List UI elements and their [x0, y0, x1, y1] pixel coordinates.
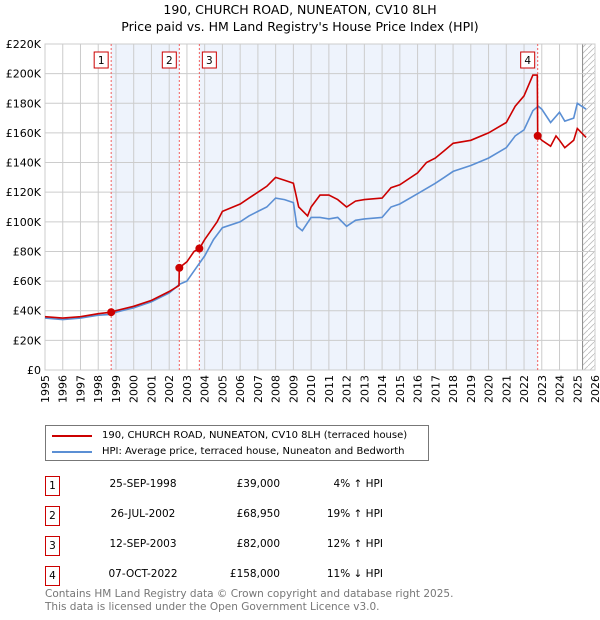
sale-point: [195, 244, 204, 253]
x-tick-label: 1995: [39, 375, 52, 403]
transaction-price: £158,000: [229, 568, 280, 580]
transaction-date: 26-JUL-2002: [110, 508, 176, 520]
legend: 190, CHURCH ROAD, NUNEATON, CV10 8LH (te…: [45, 425, 429, 461]
transaction-hpi-diff: 12% ↑ HPI: [326, 538, 383, 550]
x-tick-label: 2011: [323, 375, 336, 403]
x-tick-label: 2003: [181, 375, 194, 403]
x-tick-label: 2020: [483, 375, 496, 403]
transaction-price: £39,000: [236, 478, 280, 490]
transaction-price: £68,950: [236, 508, 280, 520]
y-tick-label: £40K: [13, 305, 42, 318]
sale-point: [175, 263, 184, 272]
sale-label-box: [161, 51, 177, 69]
y-tick-label: £180K: [6, 97, 42, 110]
transaction-number-badge: 2: [45, 506, 60, 526]
sale-label-badge: 1: [93, 51, 109, 69]
y-tick-label: £100K: [6, 216, 42, 229]
x-tick-label: 1999: [110, 375, 123, 403]
legend-label-hpi: HPI: Average price, terraced house, Nune…: [102, 446, 405, 457]
sale-label-badge: 4: [520, 51, 536, 69]
x-tick-label: 2016: [412, 375, 425, 403]
chart-title: 190, CHURCH ROAD, NUNEATON, CV10 8LH: [163, 2, 437, 17]
forecast-hatch: [582, 44, 595, 370]
y-tick-label: £80K: [13, 245, 42, 258]
x-tick-label: 2024: [554, 375, 567, 403]
transaction-hpi-diff: 11% ↓ HPI: [326, 568, 383, 580]
x-tick-label: 2001: [145, 375, 158, 403]
property-price-line: [44, 74, 587, 319]
transaction-hpi-diff: 4% ↑ HPI: [333, 478, 383, 490]
x-tick-label: 2018: [447, 375, 460, 403]
transaction-row: 2 26-JUL-2002 £68,950 19% ↑ HPI: [45, 506, 445, 526]
y-tick-label: £0: [27, 364, 41, 377]
sale-point: [533, 131, 542, 140]
shade-region: [199, 44, 538, 370]
x-tick-label: 2002: [163, 375, 176, 403]
x-tick-label: 2021: [500, 375, 513, 403]
sale-label-text: 1: [98, 55, 105, 67]
transaction-date: 25-SEP-1998: [109, 478, 177, 490]
x-tick-label: 2017: [429, 375, 442, 403]
legend-label-property: 190, CHURCH ROAD, NUNEATON, CV10 8LH (te…: [102, 430, 408, 441]
sale-label-box: [520, 51, 536, 69]
x-tick-label: 2015: [394, 375, 407, 403]
sale-label-box: [201, 51, 217, 69]
sale-point: [107, 308, 116, 317]
x-tick-label: 2006: [234, 375, 247, 403]
x-tick-label: 1998: [92, 375, 105, 403]
x-tick-label: 2014: [376, 375, 389, 403]
x-tick-label: 1996: [57, 375, 70, 403]
plot-border: [44, 43, 596, 371]
x-tick-label: 2010: [305, 375, 318, 403]
x-tick-label: 2019: [465, 375, 478, 403]
x-tick-label: 2026: [589, 375, 600, 403]
transaction-row: 3 12-SEP-2003 £82,000 12% ↑ HPI: [45, 536, 445, 556]
x-tick-label: 2025: [571, 375, 584, 403]
x-tick-label: 2004: [199, 375, 212, 403]
footer-licence: This data is licensed under the Open Gov…: [45, 601, 380, 613]
y-tick-label: £140K: [6, 157, 42, 170]
sale-label-text: 4: [524, 55, 531, 67]
x-tick-label: 1997: [74, 375, 87, 403]
legend-swatch-hpi: [52, 450, 92, 453]
sale-label-text: 3: [206, 55, 213, 67]
transaction-date: 07-OCT-2022: [108, 568, 178, 580]
x-tick-label: 2013: [358, 375, 371, 403]
sale-label-box: [93, 51, 109, 69]
footer-copyright: Contains HM Land Registry data © Crown c…: [45, 588, 454, 600]
transaction-price: £82,000: [236, 538, 280, 550]
y-tick-label: £120K: [6, 186, 42, 199]
transaction-hpi-diff: 19% ↑ HPI: [326, 508, 383, 520]
chart-subtitle: Price paid vs. HM Land Registry's House …: [121, 19, 479, 34]
x-tick-label: 2008: [270, 375, 283, 403]
sale-label-badge: 2: [161, 51, 177, 69]
x-tick-label: 2012: [341, 375, 354, 403]
y-tick-label: £60K: [13, 275, 42, 288]
transaction-number-badge: 3: [45, 536, 60, 556]
transaction-date: 12-SEP-2003: [109, 538, 177, 550]
x-tick-label: 2022: [518, 375, 531, 403]
transaction-number-badge: 1: [45, 476, 60, 496]
x-tick-label: 2009: [287, 375, 300, 403]
x-tick-label: 2000: [128, 375, 141, 403]
x-tick-label: 2007: [252, 375, 265, 403]
transaction-row: 4 07-OCT-2022 £158,000 11% ↓ HPI: [45, 566, 445, 586]
y-tick-label: £160K: [6, 127, 42, 140]
legend-swatch-property: [52, 434, 92, 437]
transaction-number-badge: 4: [45, 566, 60, 586]
y-tick-label: £200K: [6, 68, 42, 81]
x-tick-label: 2023: [536, 375, 549, 403]
y-tick-label: £20K: [13, 334, 42, 347]
shade-region: [111, 44, 180, 370]
y-tick-label: £220K: [6, 38, 42, 51]
transaction-row: 1 25-SEP-1998 £39,000 4% ↑ HPI: [45, 476, 445, 496]
chart-plot: 1995 1996 1997 1998 1999 2000 2001 2002 2003 2004…: [6, 38, 600, 403]
sale-label-text: 2: [166, 55, 173, 67]
sale-label-badge: 3: [201, 51, 217, 69]
x-tick-label: 2005: [216, 375, 229, 403]
